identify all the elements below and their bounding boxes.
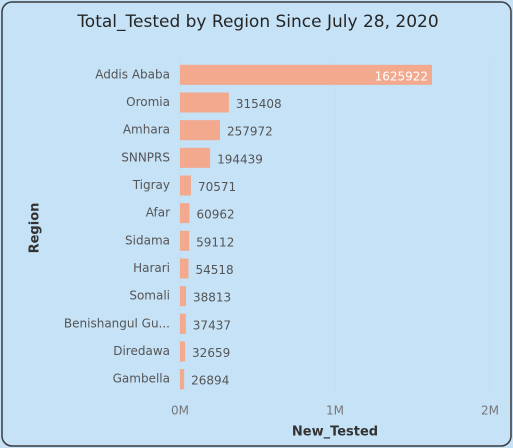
bar bbox=[180, 92, 229, 113]
bar bbox=[180, 120, 220, 141]
bar bbox=[180, 286, 187, 307]
data-label: 70571 bbox=[198, 180, 236, 194]
y-tick-label: SNNPRS bbox=[121, 150, 170, 164]
y-tick-label: Tigray bbox=[132, 178, 170, 192]
x-tick-label: 1M bbox=[326, 404, 344, 418]
y-tick-label: Oromia bbox=[126, 95, 170, 109]
x-tick-label: 0M bbox=[171, 404, 189, 418]
data-label: 54518 bbox=[195, 263, 233, 277]
bar bbox=[180, 369, 185, 390]
y-tick-label: Gambella bbox=[113, 372, 170, 386]
data-label: 37437 bbox=[193, 318, 231, 332]
y-tick-label: Benishangul Gu... bbox=[64, 316, 170, 330]
bar bbox=[180, 230, 190, 251]
bar bbox=[180, 147, 211, 168]
bar bbox=[180, 313, 186, 334]
data-label: 315408 bbox=[236, 97, 282, 111]
y-tick-label: Somali bbox=[129, 289, 170, 303]
y-tick-label: Addis Ababa bbox=[95, 67, 170, 81]
data-label: 194439 bbox=[217, 152, 263, 166]
y-tick-label: Afar bbox=[146, 206, 170, 220]
x-tick-label: 2M bbox=[481, 404, 499, 418]
bar bbox=[180, 64, 433, 85]
bar bbox=[180, 175, 191, 196]
chart-title: Total_Tested by Region Since July 28, 20… bbox=[76, 12, 438, 32]
y-axis-label: Region bbox=[28, 203, 43, 254]
y-tick-label: Harari bbox=[133, 261, 170, 275]
bar bbox=[180, 341, 186, 362]
bar bbox=[180, 258, 189, 279]
y-tick-label: Diredawa bbox=[113, 344, 170, 358]
data-label: 38813 bbox=[193, 291, 231, 305]
bar bbox=[180, 203, 190, 224]
y-tick-label: Sidama bbox=[125, 233, 170, 247]
data-label: 59112 bbox=[196, 235, 234, 249]
x-axis-label: New_Tested bbox=[292, 425, 378, 440]
data-label: 257972 bbox=[227, 125, 273, 139]
data-label: 32659 bbox=[192, 346, 230, 360]
data-label: 1625922 bbox=[375, 69, 428, 83]
data-label: 60962 bbox=[196, 208, 234, 222]
y-tick-label: Amhara bbox=[123, 123, 170, 137]
data-label: 26894 bbox=[191, 374, 229, 388]
